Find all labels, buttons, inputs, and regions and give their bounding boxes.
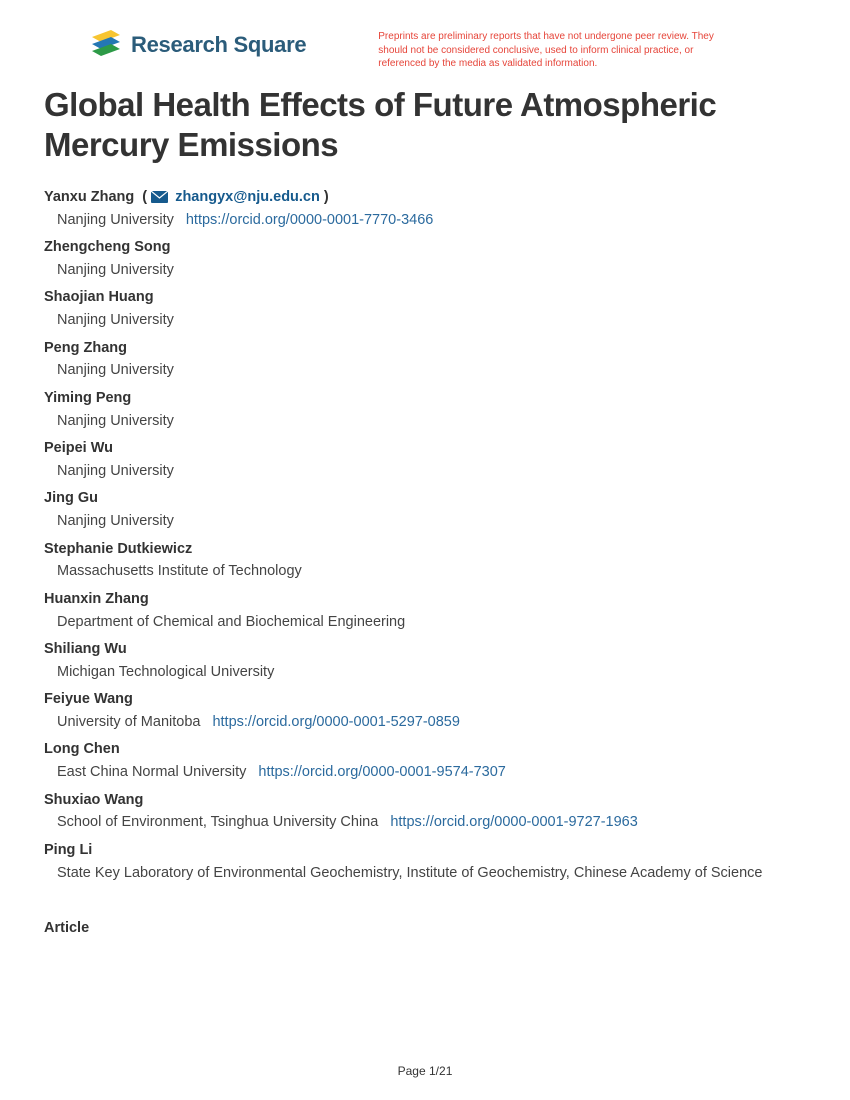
author-name: Yiming Peng xyxy=(44,390,131,406)
author-name-line: Ping Li xyxy=(44,840,806,862)
author-name-line: Shuxiao Wang xyxy=(44,790,806,812)
paper-title: Global Health Effects of Future Atmosphe… xyxy=(44,85,806,166)
author-block: Yanxu Zhang ( zhangyx@nju.edu.cn )Nanjin… xyxy=(44,187,806,231)
brand-logo: Research Square xyxy=(89,30,306,60)
author-block: Shaojian Huang Nanjing University xyxy=(44,287,806,331)
author-block: Stephanie Dutkiewicz Massachusetts Instit… xyxy=(44,539,806,583)
brand-name: Research Square xyxy=(131,32,306,58)
author-block: Jing Gu Nanjing University xyxy=(44,488,806,532)
author-affiliation-line: Massachusetts Institute of Technology xyxy=(44,560,806,582)
author-name-line: Peipei Wu xyxy=(44,438,806,460)
author-name: Peng Zhang xyxy=(44,340,127,356)
author-block: Huanxin Zhang Department of Chemical and … xyxy=(44,589,806,633)
preprint-disclaimer: Preprints are preliminary reports that h… xyxy=(378,30,738,71)
author-affiliation: Massachusetts Institute of Technology xyxy=(57,563,302,579)
author-block: Yiming Peng Nanjing University xyxy=(44,388,806,432)
author-affiliation: Nanjing University xyxy=(57,262,174,278)
author-name-line: Stephanie Dutkiewicz xyxy=(44,539,806,561)
author-name: Shuxiao Wang xyxy=(44,792,143,808)
author-name-line: Peng Zhang xyxy=(44,338,806,360)
orcid-link[interactable]: https://orcid.org/0000-0001-5297-0859 xyxy=(212,714,459,730)
research-square-logo-icon xyxy=(89,30,123,60)
authors-list: Yanxu Zhang ( zhangyx@nju.edu.cn )Nanjin… xyxy=(44,187,806,884)
author-block: Peipei Wu Nanjing University xyxy=(44,438,806,482)
corresponding-author-marker: ( zhangyx@nju.edu.cn ) xyxy=(134,189,328,205)
author-name: Yanxu Zhang xyxy=(44,189,134,205)
author-name: Stephanie Dutkiewicz xyxy=(44,541,192,557)
author-block: Shiliang Wu Michigan Technological Univer… xyxy=(44,639,806,683)
author-affiliation-line: University of Manitoba https://orcid.org/… xyxy=(44,711,806,733)
author-name-line: Long Chen xyxy=(44,739,806,761)
author-affiliation: Nanjing University xyxy=(57,413,174,429)
header: Research Square Preprints are preliminar… xyxy=(44,30,806,71)
author-name-line: Yiming Peng xyxy=(44,388,806,410)
author-affiliation: School of Environment, Tsinghua Universi… xyxy=(57,814,378,830)
orcid-link[interactable]: https://orcid.org/0000-0001-9727-1963 xyxy=(390,814,637,830)
author-name-line: Yanxu Zhang ( zhangyx@nju.edu.cn ) xyxy=(44,187,806,209)
author-name-line: Huanxin Zhang xyxy=(44,589,806,611)
author-name: Feiyue Wang xyxy=(44,691,133,707)
author-affiliation-line: Michigan Technological University xyxy=(44,661,806,683)
author-affiliation-line: Nanjing University xyxy=(44,259,806,281)
author-name: Peipei Wu xyxy=(44,440,113,456)
page-number: Page 1/21 xyxy=(0,1064,850,1078)
author-affiliation: Michigan Technological University xyxy=(57,664,274,680)
author-affiliation: Department of Chemical and Biochemical E… xyxy=(57,614,405,630)
author-name: Long Chen xyxy=(44,741,120,757)
author-affiliation: East China Normal University xyxy=(57,764,246,780)
author-name-line: Zhengcheng Song xyxy=(44,237,806,259)
author-affiliation: Nanjing University xyxy=(57,212,174,228)
author-affiliation-line: Nanjing University xyxy=(44,460,806,482)
author-name-line: Shaojian Huang xyxy=(44,287,806,309)
orcid-link[interactable]: https://orcid.org/0000-0001-9574-7307 xyxy=(258,764,505,780)
author-affiliation-line: State Key Laboratory of Environmental Ge… xyxy=(44,862,806,884)
author-block: Shuxiao Wang School of Environment, Tsing… xyxy=(44,790,806,834)
author-affiliation-line: School of Environment, Tsinghua Universi… xyxy=(44,811,806,833)
author-affiliation-line: Nanjing University https://orcid.org/0000… xyxy=(44,209,806,231)
article-type-label: Article xyxy=(44,920,806,936)
author-affiliation-line: East China Normal University https://orci… xyxy=(44,761,806,783)
author-name-line: Shiliang Wu xyxy=(44,639,806,661)
author-affiliation: Nanjing University xyxy=(57,362,174,378)
author-name-line: Jing Gu xyxy=(44,488,806,510)
author-affiliation-line: Nanjing University xyxy=(44,309,806,331)
author-name: Jing Gu xyxy=(44,490,98,506)
author-affiliation-line: Nanjing University xyxy=(44,410,806,432)
author-affiliation: Nanjing University xyxy=(57,513,174,529)
author-name: Shaojian Huang xyxy=(44,289,154,305)
author-affiliation-line: Department of Chemical and Biochemical E… xyxy=(44,611,806,633)
author-block: Peng Zhang Nanjing University xyxy=(44,338,806,382)
author-name: Ping Li xyxy=(44,842,92,858)
orcid-link[interactable]: https://orcid.org/0000-0001-7770-3466 xyxy=(186,212,433,228)
author-block: Zhengcheng Song Nanjing University xyxy=(44,237,806,281)
author-block: Long Chen East China Normal University htt… xyxy=(44,739,806,783)
author-name: Zhengcheng Song xyxy=(44,239,170,255)
author-email-link[interactable]: zhangyx@nju.edu.cn xyxy=(175,189,320,205)
author-name-line: Feiyue Wang xyxy=(44,689,806,711)
author-block: Ping Li State Key Laboratory of Environme… xyxy=(44,840,806,884)
author-affiliation-line: Nanjing University xyxy=(44,359,806,381)
author-affiliation: State Key Laboratory of Environmental Ge… xyxy=(57,865,762,881)
author-affiliation: Nanjing University xyxy=(57,312,174,328)
author-affiliation: University of Manitoba xyxy=(57,714,200,730)
author-affiliation: Nanjing University xyxy=(57,463,174,479)
author-name: Shiliang Wu xyxy=(44,641,127,657)
author-block: Feiyue Wang University of Manitoba https:/… xyxy=(44,689,806,733)
author-affiliation-line: Nanjing University xyxy=(44,510,806,532)
author-name: Huanxin Zhang xyxy=(44,591,149,607)
